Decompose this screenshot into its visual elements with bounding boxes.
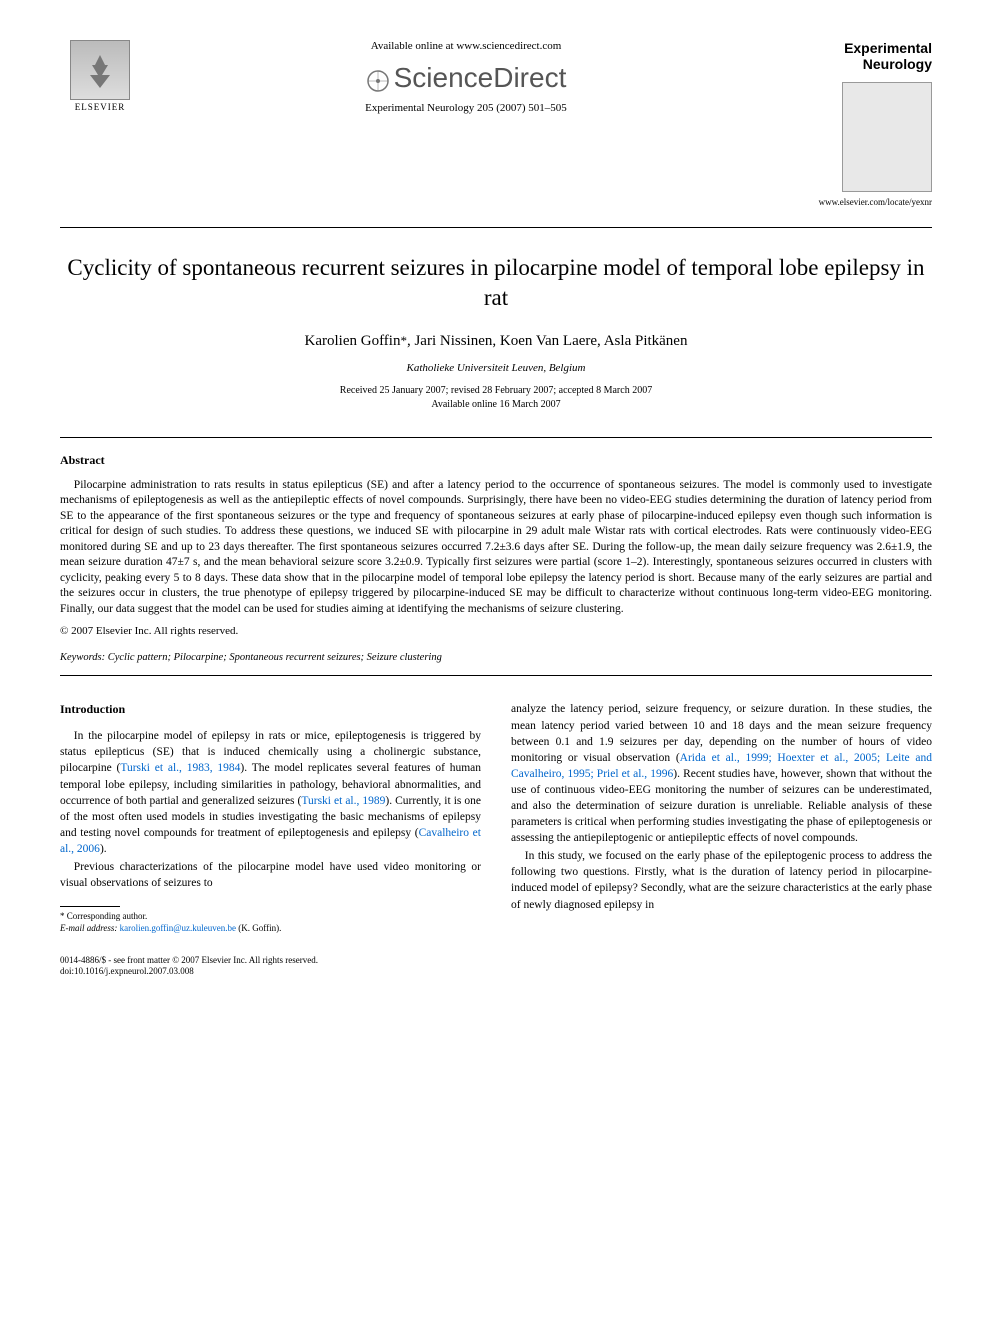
keywords-line: Keywords: Cyclic pattern; Pilocarpine; S… <box>60 652 932 663</box>
footer-meta: 0014-4886/$ - see front matter © 2007 El… <box>60 955 481 978</box>
elsevier-label: ELSEVIER <box>75 102 126 112</box>
author-corresponding: Karolien Goffin <box>305 333 401 349</box>
right-paragraph-2: In this study, we focused on the early p… <box>511 848 932 912</box>
abstract-top-divider <box>60 437 932 438</box>
received-date: Received 25 January 2007; revised 28 Feb… <box>340 385 652 396</box>
header-divider <box>60 227 932 228</box>
corresponding-footnote: * Corresponding author. <box>60 911 481 923</box>
email-label: E-mail address: <box>60 923 117 933</box>
citation-link[interactable]: Turski et al., 1983, 1984 <box>120 762 240 774</box>
authors-rest: , Jari Nissinen, Koen Van Laere, Asla Pi… <box>407 333 688 349</box>
abstract-copyright: © 2007 Elsevier Inc. All rights reserved… <box>60 625 932 637</box>
authors-line: Karolien Goffin*, Jari Nissinen, Koen Va… <box>60 333 932 350</box>
keywords-label: Keywords: <box>60 652 105 663</box>
right-column: analyze the latency period, seizure freq… <box>511 701 932 977</box>
intro-paragraph-2: Previous characterizations of the piloca… <box>60 859 481 891</box>
footnote-separator <box>60 906 120 907</box>
article-title: Cyclicity of spontaneous recurrent seizu… <box>60 253 932 313</box>
email-link[interactable]: karolien.goffin@uz.kuleuven.be <box>120 923 236 933</box>
journal-cover-thumbnail <box>842 82 932 192</box>
available-date: Available online 16 March 2007 <box>431 399 560 410</box>
center-header: Available online at www.sciencedirect.co… <box>140 40 792 114</box>
abstract-bottom-divider <box>60 675 932 676</box>
intro-paragraph-1: In the pilocarpine model of epilepsy in … <box>60 728 481 857</box>
available-online-text: Available online at www.sciencedirect.co… <box>160 40 772 52</box>
email-footnote: E-mail address: karolien.goffin@uz.kuleu… <box>60 923 481 935</box>
journal-header: ELSEVIER Available online at www.science… <box>60 40 932 207</box>
journal-box: Experimental Neurology www.elsevier.com/… <box>792 40 932 207</box>
sciencedirect-logo: ScienceDirect <box>160 62 772 94</box>
journal-reference: Experimental Neurology 205 (2007) 501–50… <box>160 102 772 114</box>
body-columns: Introduction In the pilocarpine model of… <box>60 701 932 977</box>
affiliation: Katholieke Universiteit Leuven, Belgium <box>60 362 932 374</box>
abstract-text: Pilocarpine administration to rats resul… <box>60 478 932 618</box>
sciencedirect-text: ScienceDirect <box>394 62 567 93</box>
doi-line: doi:10.1016/j.expneurol.2007.03.008 <box>60 966 481 978</box>
email-suffix: (K. Goffin). <box>236 923 281 933</box>
article-dates: Received 25 January 2007; revised 28 Feb… <box>60 384 932 412</box>
journal-name: Experimental Neurology <box>792 40 932 72</box>
citation-link[interactable]: Turski et al., 1989 <box>301 795 385 807</box>
elsevier-tree-icon <box>70 40 130 100</box>
keywords-text: Cyclic pattern; Pilocarpine; Spontaneous… <box>105 652 442 663</box>
issn-line: 0014-4886/$ - see front matter © 2007 El… <box>60 955 481 967</box>
abstract-heading: Abstract <box>60 453 932 468</box>
introduction-heading: Introduction <box>60 701 481 718</box>
left-column: Introduction In the pilocarpine model of… <box>60 701 481 977</box>
sciencedirect-icon <box>366 68 390 92</box>
right-paragraph-1: analyze the latency period, seizure freq… <box>511 701 932 846</box>
journal-url: www.elsevier.com/locate/yexnr <box>792 197 932 207</box>
elsevier-logo: ELSEVIER <box>60 40 140 112</box>
